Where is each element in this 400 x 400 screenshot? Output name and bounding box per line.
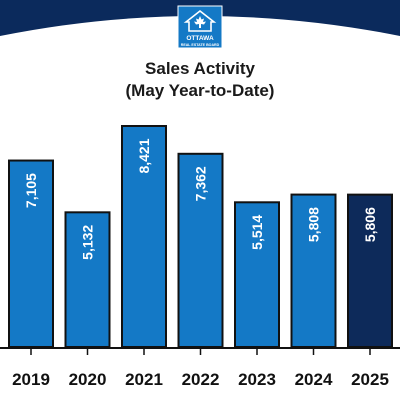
bar-value-label-2021: 8,421	[136, 138, 152, 173]
logo-name: OTTAWA	[186, 35, 214, 42]
bar-value-label-2019: 7,105	[23, 173, 39, 208]
bar-2020	[64, 211, 111, 348]
x-axis: 2019 2020 2021 2022 2023 2024 2025	[0, 347, 400, 389]
bars-layer: 7,105 5,132 8,421 7,362 5,514 5,808 5,806	[8, 125, 393, 348]
bar-2021	[121, 125, 167, 348]
logo: OTTAWA REAL ESTATE BOARD	[177, 5, 223, 49]
x-tick-label-2019: 2019	[12, 370, 50, 389]
bar-value-label-2023: 5,514	[249, 215, 265, 250]
bar-value-label-2022: 7,362	[193, 166, 209, 201]
chart-subtitle: (May Year-to-Date)	[126, 81, 275, 100]
top-banner	[0, 0, 400, 36]
bar-2024	[290, 193, 337, 348]
bar-value-label-2024: 5,808	[306, 207, 322, 242]
x-tick-label-2020: 2020	[69, 370, 107, 389]
x-tick-label-2021: 2021	[125, 370, 163, 389]
x-tick-label-2022: 2022	[182, 370, 220, 389]
bar-2025	[347, 193, 393, 348]
maple-leaf-icon	[194, 16, 206, 28]
house-icon	[183, 9, 217, 32]
bar-value-label-2025: 5,806	[362, 207, 378, 242]
bar-2023	[234, 201, 280, 348]
x-tick-label-2023: 2023	[238, 370, 276, 389]
chart-title: Sales Activity	[145, 59, 255, 78]
x-tick-label-2025: 2025	[351, 370, 389, 389]
x-tick-label-2024: 2024	[295, 370, 333, 389]
bar-value-label-2020: 5,132	[80, 225, 96, 260]
logo-subtitle: REAL ESTATE BOARD	[181, 43, 220, 47]
